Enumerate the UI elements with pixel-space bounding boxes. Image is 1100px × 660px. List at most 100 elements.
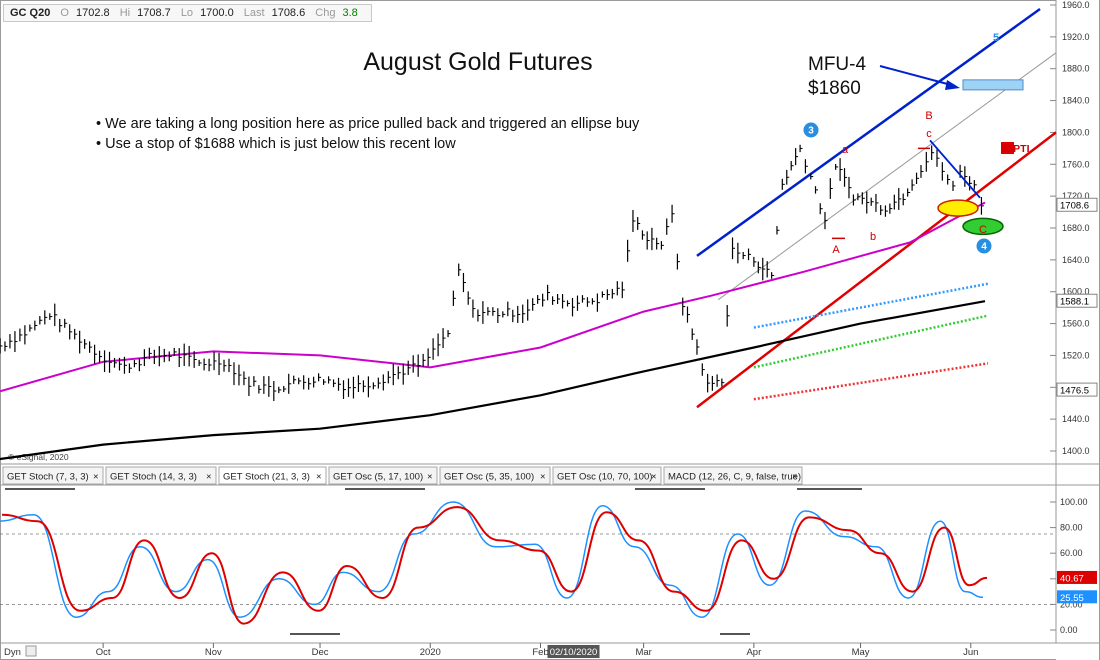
quote-low: 1700.0 xyxy=(200,7,234,19)
pivot-low-flag-bg xyxy=(1056,382,1098,397)
ellipse-buy-signal xyxy=(937,199,979,217)
tab-bg xyxy=(663,466,803,485)
ellipse-stop-zone xyxy=(962,217,1004,236)
x-tick-label: Oct xyxy=(96,647,111,658)
wave-b-c-line xyxy=(929,139,981,199)
tab-close-icon: × xyxy=(316,472,322,483)
indicator-tab-7[interactable]: MACD (12, 26, C, 9, false, true)× xyxy=(663,466,803,485)
price-bars xyxy=(0,144,984,402)
target-label-1: MFU-4 xyxy=(808,54,866,75)
tab-label: GET Osc (5, 35, 100) xyxy=(444,472,534,483)
last-price-flag-bg xyxy=(1056,197,1098,212)
oscillator-lines xyxy=(0,501,988,625)
x-tick-label: 2020 xyxy=(420,647,441,658)
target-label-2: $1860 xyxy=(808,78,861,99)
ma-short-line xyxy=(0,201,986,393)
price-tick-label: 1640.0 xyxy=(1062,255,1090,265)
price-tick-label: 1400.0 xyxy=(1062,446,1090,456)
wave-5-label: 5 xyxy=(993,32,999,44)
indicator-tab-2[interactable]: GET Stoch (14, 3, 3) × xyxy=(105,466,217,485)
price-axis: 1960.0 1920.0 1880.0 1840.0 1800.0 1760.0 1720… xyxy=(1056,0,1098,456)
trend-support-line xyxy=(696,131,1057,409)
trend-drawings[interactable] xyxy=(696,7,1057,409)
pti-badge-box xyxy=(1001,142,1014,154)
price-tick-label: 1800.0 xyxy=(1062,127,1090,137)
dyn-toggle-icon xyxy=(25,645,37,657)
indicator-tab-1[interactable]: GET Stoch (7, 3, 3) × xyxy=(2,466,104,485)
projection-line-3 xyxy=(753,362,989,401)
target-arrowhead xyxy=(945,80,960,90)
price-tick-label: 1920.0 xyxy=(1062,32,1090,42)
x-axis: Oct Nov Dec 2020 Feb Mar Apr May Jun 02/10/2020 Dy… xyxy=(4,643,978,658)
x-tick-label: May xyxy=(852,647,870,658)
stoch-fast-line xyxy=(0,501,984,618)
tab-bg xyxy=(439,466,551,485)
copyright: © eSignal, 2020 xyxy=(8,452,69,462)
tab-close-icon: × xyxy=(651,472,657,483)
quote-open-label: O xyxy=(60,7,69,19)
stoch-slow-line xyxy=(1,506,988,625)
tab-close-icon: × xyxy=(206,472,212,483)
quote-high: 1708.7 xyxy=(137,7,171,19)
tab-label: MACD (12, 26, C, 9, false, true) xyxy=(668,472,801,483)
price-tick-label: 1520.0 xyxy=(1062,350,1090,360)
quote-symbol[interactable]: GC Q20 xyxy=(10,7,51,19)
tab-bg xyxy=(2,466,104,485)
x-tick-label: Nov xyxy=(205,647,222,658)
quote-bar: GC Q20 O 1702.8 Hi 1708.7 Lo 1700.0 Last 170… xyxy=(3,4,372,22)
price-grid xyxy=(1050,4,1056,452)
price-tick-label: 1560.0 xyxy=(1062,319,1090,329)
wave-b-lower-label: b xyxy=(870,231,876,243)
osc-tick-label: 80.00 xyxy=(1060,523,1083,533)
tab-close-icon: × xyxy=(792,472,798,483)
x-tick-label: Apr xyxy=(746,647,761,658)
wave-A-label: A xyxy=(832,244,840,256)
moving-averages xyxy=(0,201,986,461)
osc-tick-label: 20.00 xyxy=(1060,599,1083,609)
quote-chg-label: Chg xyxy=(315,7,336,19)
osc-red-flag: 40.67 xyxy=(1060,573,1084,584)
price-tick-label: 1440.0 xyxy=(1062,414,1090,424)
tab-label: GET Stoch (14, 3, 3) xyxy=(110,472,197,483)
wave-a-lower-label: a xyxy=(842,144,849,156)
indicator-tabs[interactable]: GET Stoch (7, 3, 3) × GET Stoch (14, 3, 3)… xyxy=(2,466,803,485)
indicator-tab-5[interactable]: GET Osc (5, 35, 100) × xyxy=(439,466,551,485)
tab-close-icon: × xyxy=(540,472,546,483)
quote-last-label: Last xyxy=(243,7,265,19)
quote-chg: 3.8 xyxy=(342,7,358,19)
annotations[interactable]: 3 4 5 a b A Bc C 53PTI xyxy=(803,32,1030,256)
x-tick-label: Feb xyxy=(532,647,548,658)
chart-title: August Gold Futures xyxy=(363,48,592,76)
ma-long-line xyxy=(0,300,986,461)
price-tick-label: 1760.0 xyxy=(1062,159,1090,169)
price-tick-label: 1680.0 xyxy=(1062,223,1090,233)
price-tick-label: 1960.0 xyxy=(1062,0,1090,10)
wave-c-lower-label: c xyxy=(926,128,932,140)
price-tick-label: 1600.0 xyxy=(1062,287,1090,297)
price-tick-label: 1720.0 xyxy=(1062,191,1090,201)
wave-B-label: B xyxy=(925,110,932,122)
wave-3-badge-text: 3 xyxy=(808,126,814,137)
bullet-1: • We are taking a long position here as … xyxy=(96,116,640,132)
tab-bg xyxy=(552,466,662,485)
tab-label: GET Stoch (7, 3, 3) xyxy=(7,472,89,483)
tab-bg xyxy=(328,466,438,485)
channel-upper-line xyxy=(696,7,1041,257)
osc-tick-label: 100.00 xyxy=(1060,497,1088,507)
tab-close-icon: × xyxy=(93,472,99,483)
indicator-tab-3[interactable]: GET Stoch (21, 3, 3) × xyxy=(218,466,327,485)
x-cursor-flag-bg xyxy=(547,645,600,658)
last-price-flag: 1708.6 xyxy=(1060,201,1089,212)
osc-blue-flag-bg xyxy=(1057,590,1097,604)
indicator-tab-4[interactable]: GET Osc (5, 17, 100) × xyxy=(328,466,438,485)
quote-high-label: Hi xyxy=(119,7,131,19)
x-tick-label: Jun xyxy=(963,647,978,658)
tab-label: GET Stoch (21, 3, 3) xyxy=(223,472,310,483)
indicator-tab-6[interactable]: GET Osc (10, 70, 100)× xyxy=(552,466,662,485)
projection-line-2 xyxy=(753,314,989,369)
target-zone-box xyxy=(962,79,1024,91)
quote-low-label: Lo xyxy=(180,7,194,19)
pti-label: 53PTI xyxy=(1002,143,1030,155)
osc-tick-label: 0.00 xyxy=(1060,625,1078,635)
